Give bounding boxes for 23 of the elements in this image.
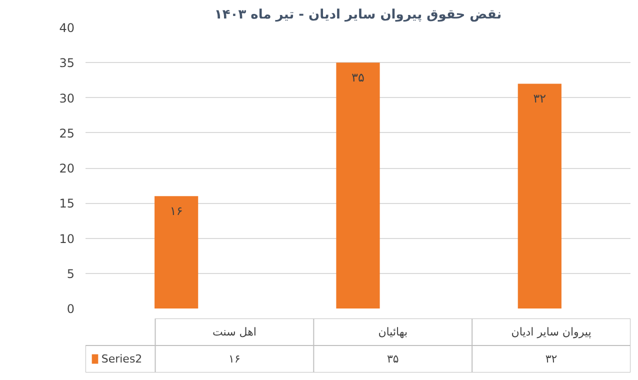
y-tick-label: 25 xyxy=(59,126,75,140)
x-tick-label: اهل سنت xyxy=(212,326,256,338)
bar xyxy=(518,84,562,308)
data-label: ۳۵ xyxy=(386,352,399,366)
data-label: ۱۶ xyxy=(228,352,240,366)
text: ۱۶ xyxy=(170,204,183,218)
y-tick-label: 30 xyxy=(59,91,75,106)
y-tick-label: 20 xyxy=(59,162,75,176)
y-tick-label: 10 xyxy=(59,232,75,246)
legend-label: Series2 xyxy=(101,352,142,366)
chart-title: نقض حقوق پیروان سایر ادیان - تیر ماه ۱۴۰۳ xyxy=(214,8,502,22)
y-tick-label: 5 xyxy=(66,266,75,281)
bar xyxy=(336,62,380,308)
x-tick-label: پیروان سایر ادیان xyxy=(511,326,592,338)
x-tick-label: بهائیان xyxy=(378,326,408,338)
text: ۳۲ xyxy=(533,92,546,106)
text: ۳۵ xyxy=(352,70,364,85)
y-tick-label: 35 xyxy=(59,56,75,70)
bar xyxy=(154,196,198,308)
data-label: ۳۲ xyxy=(545,352,558,366)
y-tick-label: 40 xyxy=(59,21,75,35)
y-tick-label: 0 xyxy=(66,302,75,316)
y-tick-label: 15 xyxy=(59,196,75,211)
